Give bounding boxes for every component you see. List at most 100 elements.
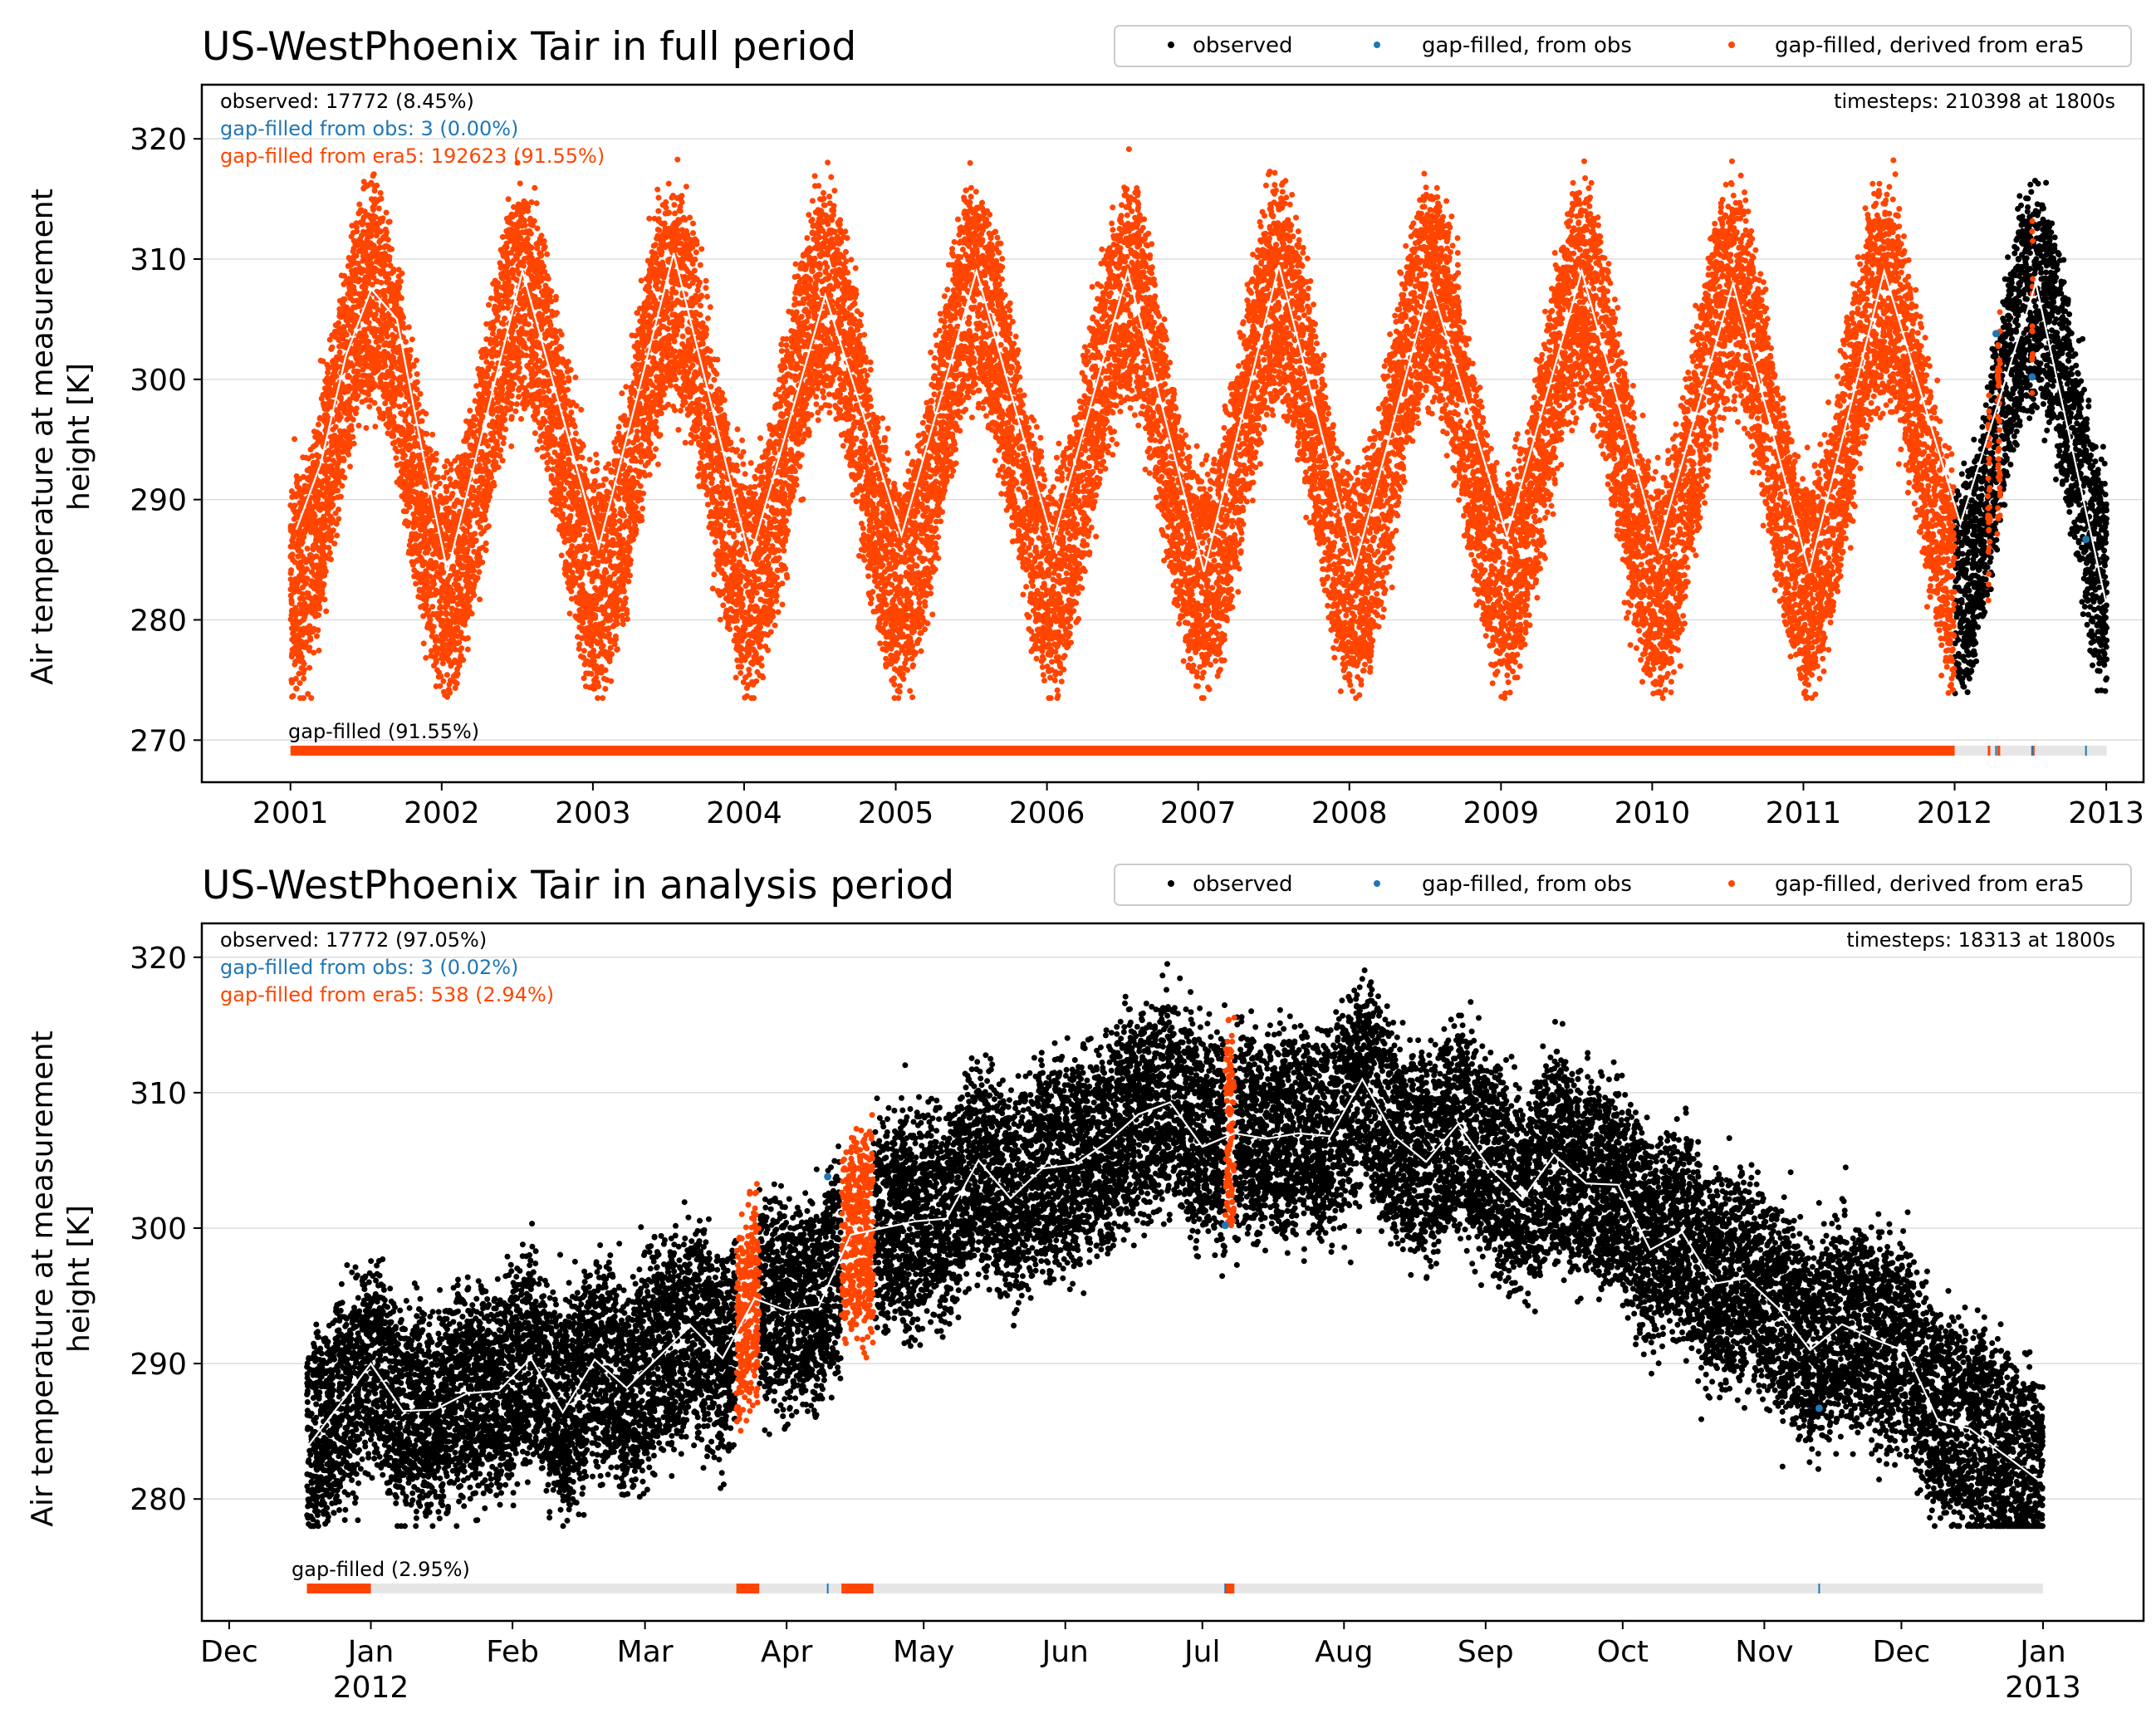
- legend-label-gapfilled-obs: gap-filled, from obs: [1422, 33, 1632, 58]
- legend-marker-gapfilled-obs: [1374, 42, 1380, 48]
- annotation-timesteps: timesteps: 18313 at 1800s: [1846, 928, 2115, 952]
- y-tick-label: 280: [130, 604, 187, 638]
- x-tick-label: Dec: [200, 1635, 258, 1669]
- panel-analysis-period: US-WestPhoenix Tair in analysis period A…: [26, 863, 2145, 1705]
- gap-bar-obs-mark: [2085, 746, 2087, 756]
- scatter-gapfilled-obs-point: [2082, 535, 2090, 543]
- y-tick-label: 280: [130, 1483, 187, 1517]
- legend-box: [1114, 25, 2132, 67]
- plot-frame: [200, 922, 2145, 1623]
- scatter-layer: [287, 146, 2110, 702]
- gap-bar-label: gap-filled (2.95%): [292, 1558, 470, 1581]
- y-tick-label: 270: [130, 724, 187, 758]
- x-tick-year-label: 2013: [2005, 1671, 2081, 1705]
- annotation-timesteps: timesteps: 210398 at 1800s: [1834, 90, 2115, 113]
- x-tick-label: May: [893, 1635, 954, 1669]
- legend-label-gapfilled-obs: gap-filled, from obs: [1422, 872, 1632, 897]
- grid-lines: [202, 957, 2144, 1500]
- legend-marker-gapfilled-obs: [1374, 880, 1380, 887]
- x-tick-label: Mar: [617, 1635, 674, 1669]
- panel-title: US-WestPhoenix Tair in analysis period: [202, 863, 954, 908]
- x-tick-label: 2009: [1463, 796, 1540, 830]
- x-tick-label: Feb: [486, 1635, 539, 1669]
- legend-marker-gapfilled-era5: [1728, 880, 1735, 887]
- x-tick-label: 2008: [1311, 796, 1388, 830]
- gap-bar-obs-mark: [826, 1584, 829, 1593]
- x-tick-label: Jun: [1041, 1635, 1089, 1669]
- y-tick-label: 310: [130, 1077, 187, 1111]
- gap-bar-label: gap-filled (91.55%): [288, 720, 479, 743]
- legend-box: [1114, 864, 2132, 906]
- y-tick-label: 300: [130, 1212, 187, 1246]
- x-tick-label: Nov: [1735, 1635, 1793, 1669]
- annotation-gapfilled-era5: gap-filled from era5: 538 (2.94%): [220, 983, 554, 1006]
- x-tick-label: 2012: [1917, 796, 1993, 830]
- legend-marker-observed: [1168, 880, 1174, 887]
- legend-label-observed: observed: [1193, 872, 1293, 897]
- scatter-gapfilled-obs-point: [2028, 373, 2036, 381]
- y-axis: 270 280 290 300 310 320: [130, 123, 202, 758]
- gap-bar-era5-segment: [306, 1584, 371, 1593]
- x-tick-year-label: 2012: [333, 1671, 409, 1705]
- annotation-gapfilled-obs: gap-filled from obs: 3 (0.02%): [220, 956, 518, 979]
- legend: observed gap-filled, from obs gap-filled…: [1114, 25, 2132, 67]
- legend-marker-observed: [1168, 42, 1174, 48]
- gap-bar-era5-segment: [736, 1584, 760, 1593]
- annotation-gapfilled-era5: gap-filled from era5: 192623 (91.55%): [220, 144, 605, 168]
- mean-line-layer: [295, 252, 2107, 603]
- scatter-gapfilled-era5: [287, 146, 2036, 702]
- gap-bar-era5-segment: [1997, 746, 2001, 756]
- gap-bar: [290, 746, 2107, 756]
- scatter-gapfilled-era5: [733, 1015, 1237, 1434]
- y-tick-label: 310: [130, 243, 187, 277]
- x-tick-label: Oct: [1597, 1635, 1649, 1669]
- y-tick-label: 290: [130, 1348, 187, 1382]
- mean-line: [306, 1077, 2040, 1481]
- legend: observed gap-filled, from obs gap-filled…: [1114, 864, 2132, 906]
- gap-bar-obs-mark: [2031, 746, 2033, 756]
- x-tick-label: Jan: [2018, 1635, 2066, 1669]
- x-axis: 2001 2002 2003 2004 2005 2006 2007 2008 2009 2010…: [252, 782, 2144, 830]
- x-tick-label: 2011: [1766, 796, 1842, 830]
- x-tick-label: Jul: [1183, 1635, 1220, 1669]
- gap-bar-era5-segment: [290, 746, 1955, 756]
- gap-bar: [306, 1584, 2043, 1593]
- gap-bar-era5-segment: [2031, 746, 2035, 756]
- scatter-gapfilled-obs-point: [1815, 1404, 1823, 1412]
- x-tick-label: 2003: [555, 796, 631, 830]
- legend-label-observed: observed: [1193, 33, 1293, 58]
- plot-frame: [200, 83, 2145, 784]
- y-tick-label: 320: [130, 942, 187, 976]
- scatter-gapfilled-obs-point: [1992, 330, 2000, 338]
- annotation-observed: observed: 17772 (97.05%): [220, 928, 487, 952]
- y-axis-label-line2: height [K]: [62, 1205, 96, 1353]
- x-tick-label: 2006: [1009, 796, 1085, 830]
- mean-line-layer: [306, 1077, 2040, 1481]
- gap-bar-obs-mark: [1224, 1584, 1227, 1593]
- x-tick-label: 2004: [706, 796, 782, 830]
- panel-full-period: US-WestPhoenix Tair in full period Air t…: [26, 24, 2145, 830]
- gap-bar-obs-mark: [1995, 746, 1997, 756]
- gap-bar-background: [306, 1584, 2043, 1593]
- x-tick-label: 2013: [2068, 796, 2144, 830]
- x-tick-label: 2010: [1615, 796, 1691, 830]
- legend-marker-gapfilled-era5: [1728, 42, 1735, 48]
- annotation-gapfilled-obs: gap-filled from obs: 3 (0.00%): [220, 117, 518, 140]
- y-axis-label-line1: Air temperature at measurement: [26, 188, 60, 684]
- legend-label-gapfilled-era5: gap-filled, derived from era5: [1775, 33, 2085, 58]
- gap-bar-era5-segment: [841, 1584, 874, 1593]
- scatter-gapfilled-obs-point: [1221, 1221, 1229, 1230]
- y-tick-label: 300: [130, 364, 187, 398]
- x-tick-label: Sep: [1458, 1635, 1514, 1669]
- legend-label-gapfilled-era5: gap-filled, derived from era5: [1775, 872, 2085, 897]
- x-tick-label: 2001: [252, 796, 329, 830]
- x-tick-label: 2002: [404, 796, 480, 830]
- gap-bar-era5-segment: [1987, 746, 1991, 756]
- x-tick-label: 2007: [1160, 796, 1237, 830]
- mean-line: [295, 252, 2107, 603]
- x-tick-label: Dec: [1873, 1635, 1931, 1669]
- y-axis-label-line2: height [K]: [62, 363, 96, 511]
- gap-bar-era5-segment: [1225, 1584, 1235, 1593]
